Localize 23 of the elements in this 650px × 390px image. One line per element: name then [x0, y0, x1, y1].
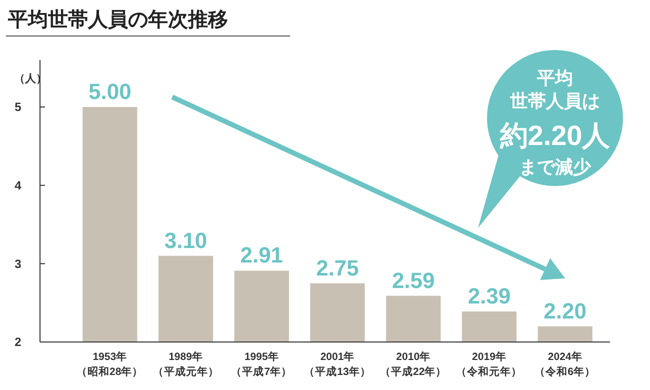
data-label: 3.10: [164, 228, 208, 253]
x-tick-label: 2024年（令和6年）: [534, 350, 596, 378]
data-label: 2.59: [392, 268, 435, 293]
y-tick-label: 5: [14, 100, 22, 114]
annotation: 平均: [536, 68, 573, 88]
x-tick-label: 1995年（平成7年）: [231, 350, 292, 378]
data-label: 2.39: [468, 283, 511, 308]
annotation: 約2.20人: [498, 120, 612, 151]
x-tick-label: 2001年（平成13年）: [304, 350, 371, 378]
x-tick-label: 1989年（平成元年）: [152, 350, 219, 378]
data-label: 5.00: [88, 79, 132, 104]
chart-title: 平均世帯人員の年次推移: [7, 9, 228, 31]
y-tick-label: 2: [14, 335, 22, 350]
y-tick-label: 4: [14, 178, 22, 193]
annotation: 世帯人員は: [509, 91, 600, 111]
data-label: 2.91: [240, 242, 284, 268]
annotation: まで減少: [519, 157, 592, 177]
x-tick-label: 1953年（昭和28年）: [76, 350, 144, 378]
data-label: 2.20: [544, 298, 587, 324]
x-tick-label: 2010年（平成22年）: [380, 350, 447, 378]
data-label: 2.75: [316, 255, 359, 280]
y-tick-label: 3: [14, 256, 22, 271]
x-tick-label: 2019年（令和元年）: [456, 350, 522, 378]
